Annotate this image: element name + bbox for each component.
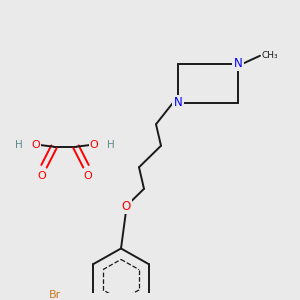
Text: Br: Br [49, 290, 61, 300]
Text: O: O [122, 200, 130, 213]
Text: N: N [174, 96, 182, 109]
Text: O: O [84, 171, 92, 181]
Text: H: H [107, 140, 115, 150]
Text: CH₃: CH₃ [262, 51, 279, 60]
Text: O: O [32, 140, 40, 150]
Text: H: H [15, 140, 23, 150]
Text: O: O [38, 171, 46, 181]
Text: N: N [234, 57, 242, 70]
Text: O: O [90, 140, 98, 150]
